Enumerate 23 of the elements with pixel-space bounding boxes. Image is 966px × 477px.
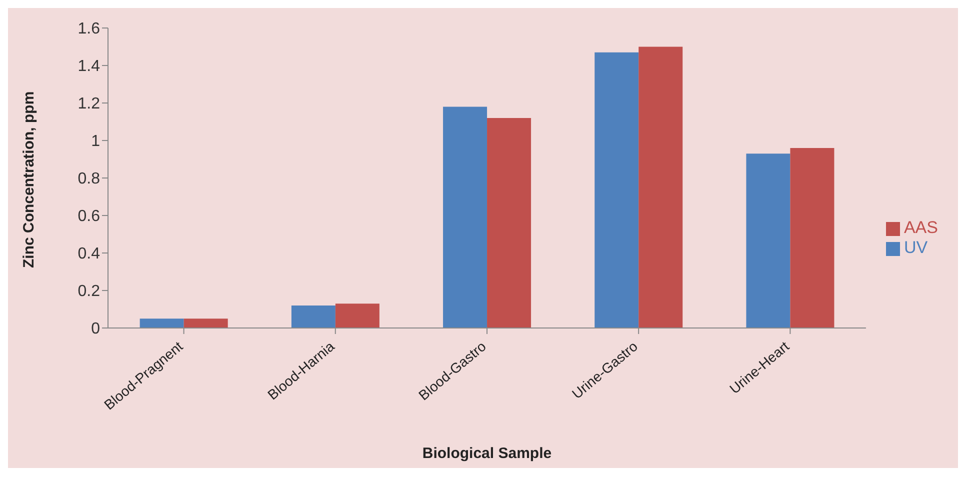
- bar: [487, 118, 532, 328]
- bar: [335, 304, 380, 328]
- bar: [746, 154, 790, 328]
- y-tick-label: 0: [91, 320, 100, 338]
- y-axis-title: Zinc Concentration, ppm: [20, 91, 38, 268]
- y-tick-label: 1.2: [78, 96, 100, 113]
- bar: [443, 106, 488, 328]
- bar: [638, 46, 683, 328]
- bar: [140, 318, 184, 328]
- legend-label: AAS: [904, 218, 938, 237]
- x-axis-title: Biological Sample: [422, 445, 552, 462]
- y-tick-label: 0.6: [78, 208, 100, 226]
- y-tick-label: 1.6: [78, 20, 100, 38]
- y-tick-label: 0.4: [78, 246, 100, 263]
- bar: [790, 148, 834, 328]
- bar: [184, 318, 228, 328]
- legend-label: UV: [904, 238, 928, 257]
- y-tick-label: 1: [91, 133, 100, 150]
- y-tick-label: 0.2: [78, 283, 100, 300]
- y-tick-label: 0.8: [78, 170, 100, 188]
- bar: [291, 306, 336, 328]
- y-tick-label: 1.4: [78, 58, 100, 76]
- bar: [594, 52, 639, 328]
